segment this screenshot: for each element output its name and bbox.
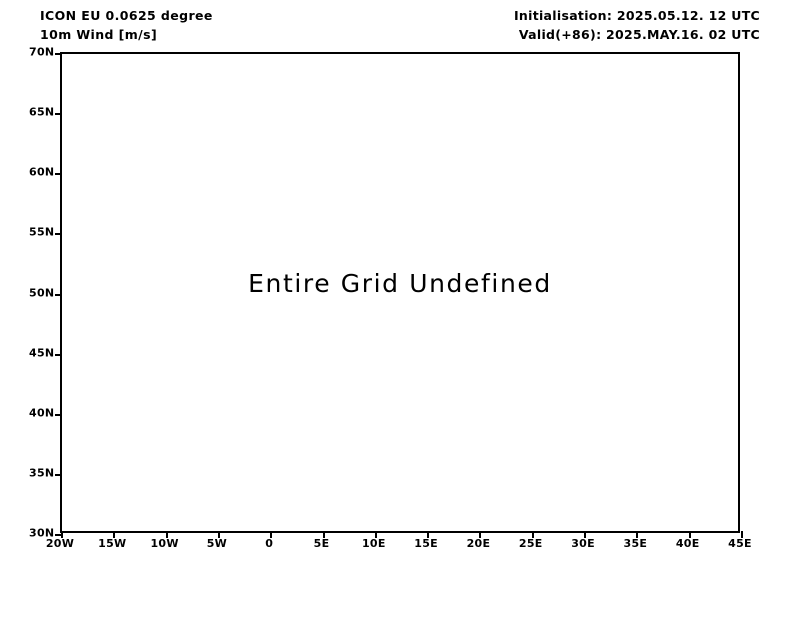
x-axis-label: 45E [728, 537, 752, 550]
y-axis-label: 30N [29, 526, 55, 540]
y-axis-label: 50N [29, 286, 55, 299]
x-axis-tick [688, 531, 691, 538]
y-axis-label: 35N [29, 466, 55, 480]
x-axis-label: 40E [675, 537, 700, 550]
x-axis-tick [479, 531, 482, 538]
x-axis-label: 10W [150, 537, 179, 550]
x-axis-tick [165, 531, 168, 538]
y-axis-tick [55, 473, 62, 476]
x-axis-label: 15W [98, 537, 127, 550]
x-axis-tick [531, 531, 534, 538]
header-right: Initialisation: 2025.05.12. 12 UTC Valid… [340, 6, 760, 44]
x-axis-label: 20E [466, 537, 491, 550]
y-axis-label: 45N [29, 346, 55, 360]
y-axis-tick [55, 534, 62, 536]
y-axis-tick [55, 173, 62, 176]
x-axis-tick [584, 531, 587, 538]
x-axis-label: 30E [571, 537, 595, 550]
x-axis-label: 15E [414, 537, 439, 550]
x-axis-tick [270, 531, 273, 538]
y-axis-tick [55, 413, 62, 416]
y-axis-label: 70N [29, 45, 55, 59]
y-axis-tick [55, 113, 62, 116]
y-axis-label: 40N [29, 406, 55, 420]
map-plot-frame: Entire Grid Undefined [55, 52, 743, 538]
header-left: ICON EU 0.0625 degree 10m Wind [m/s] [40, 6, 460, 44]
x-axis-label: 0 [265, 537, 274, 550]
y-axis-tick [55, 293, 62, 296]
x-axis-tick [61, 531, 63, 538]
initialisation-time: Initialisation: 2025.05.12. 12 UTC [513, 8, 760, 23]
model-title: ICON EU 0.0625 degree [40, 8, 213, 23]
x-axis-label: 10E [361, 537, 386, 550]
x-axis-label: 35E [623, 537, 648, 550]
x-axis-label: 5W [206, 537, 228, 550]
y-axis-label: 55N [29, 225, 55, 239]
x-axis-tick [427, 531, 430, 538]
y-axis-tick [55, 353, 62, 356]
variable-title: 10m Wind [m/s] [40, 27, 158, 42]
x-axis-tick [741, 531, 743, 538]
x-axis-label: 5E [313, 537, 330, 550]
valid-time: Valid(+86): 2025.MAY.16. 02 UTC [518, 27, 760, 42]
x-axis-tick [374, 531, 377, 538]
y-axis-label: 60N [29, 165, 55, 179]
x-axis-tick [636, 531, 639, 538]
x-axis-tick [322, 531, 325, 538]
grid-undefined-message: Entire Grid Undefined [248, 269, 552, 298]
map-plot-area: Entire Grid Undefined [55, 53, 743, 538]
x-axis-tick [217, 531, 220, 538]
y-axis-tick [55, 233, 62, 236]
y-axis-label: 65N [29, 105, 55, 119]
x-axis-label: 20W [45, 537, 75, 550]
y-axis-tick [55, 53, 62, 55]
x-axis-tick [113, 531, 116, 538]
x-axis-label: 25E [518, 537, 543, 550]
